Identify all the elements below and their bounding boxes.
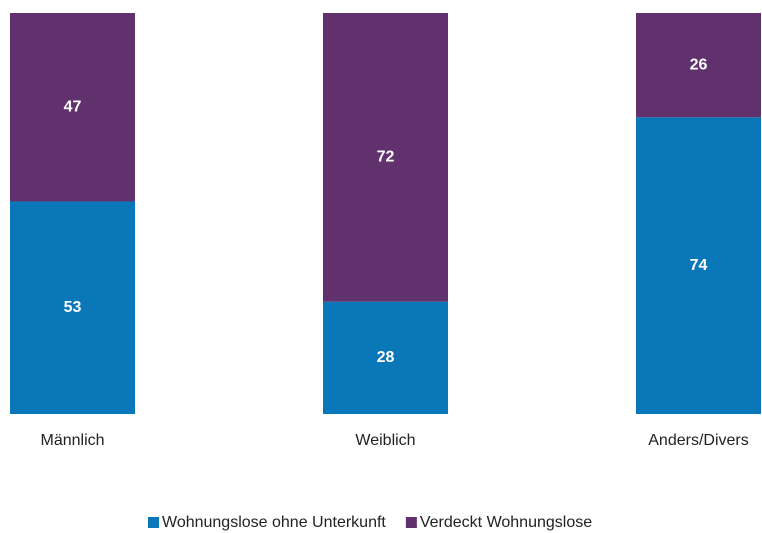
bar-segment — [636, 13, 761, 118]
x-tick-label: Anders/Divers — [648, 432, 748, 449]
value-label: 26 — [690, 56, 708, 73]
legend-swatch — [405, 517, 417, 528]
x-tick-label: Weiblich — [355, 432, 415, 449]
bar-segment — [636, 117, 761, 414]
value-label: 28 — [377, 349, 395, 366]
x-tick-label: Männlich — [40, 432, 104, 449]
value-label: 74 — [690, 257, 708, 274]
legend-swatch — [148, 517, 159, 528]
value-label: 47 — [64, 98, 82, 115]
legend-label: Wohnungslose ohne Unterkunft — [162, 514, 386, 531]
bar-segment — [323, 301, 448, 414]
value-label: 53 — [64, 299, 82, 316]
bar-segment — [10, 201, 135, 414]
legend-label: Verdeckt Wohnungslose — [420, 514, 592, 531]
value-label: 72 — [377, 149, 395, 166]
bar-segment — [323, 13, 448, 302]
bar-segment — [10, 13, 135, 202]
